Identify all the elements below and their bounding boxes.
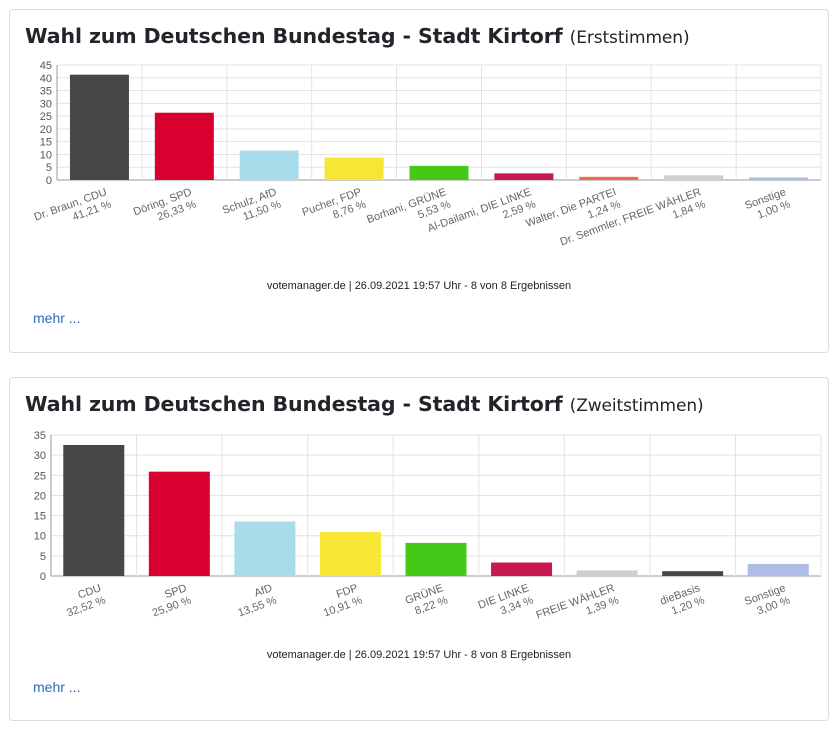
source-footer: votemanager.de | 26.09.2021 19:57 Uhr - … [266, 280, 572, 292]
y-tick-label: 5 [40, 551, 46, 563]
bar[interactable] [747, 563, 809, 576]
y-tick-label: 35 [34, 430, 46, 442]
y-tick-label: 15 [40, 137, 52, 149]
more-link[interactable]: mehr ... [33, 679, 81, 695]
y-tick-label: 45 [40, 60, 52, 72]
bar[interactable] [324, 157, 384, 180]
bar[interactable] [749, 177, 809, 180]
bar[interactable] [576, 570, 638, 576]
y-tick-label: 35 [40, 86, 52, 98]
title-sub: (Zweitstimmen) [569, 396, 704, 416]
bar[interactable] [662, 571, 724, 576]
bar[interactable] [409, 165, 469, 180]
bar[interactable] [148, 471, 210, 576]
title-sub: (Erststimmen) [569, 28, 690, 48]
y-tick-label: 0 [40, 571, 46, 583]
bar[interactable] [234, 521, 296, 576]
y-tick-label: 20 [40, 124, 52, 136]
y-tick-label: 5 [46, 162, 52, 174]
bar[interactable] [494, 173, 554, 180]
y-tick-label: 15 [34, 511, 46, 523]
bar[interactable] [319, 532, 381, 576]
y-tick-label: 30 [34, 450, 46, 462]
y-tick-label: 20 [34, 490, 46, 502]
bar[interactable] [239, 150, 299, 180]
y-tick-label: 25 [34, 470, 46, 482]
y-tick-label: 10 [34, 531, 46, 543]
results-card-zweitstimmen: Wahl zum Deutschen Bundestag - Stadt Kir… [9, 377, 829, 721]
bar[interactable] [154, 112, 214, 180]
y-tick-label: 10 [40, 149, 52, 161]
title-main: Wahl zum Deutschen Bundestag - Stadt Kir… [25, 24, 563, 48]
results-card-erststimmen: Wahl zum Deutschen Bundestag - Stadt Kir… [9, 9, 829, 353]
card-title: Wahl zum Deutschen Bundestag - Stadt Kir… [25, 24, 690, 48]
bar[interactable] [579, 176, 639, 180]
y-tick-label: 30 [40, 98, 52, 110]
y-tick-label: 0 [46, 175, 52, 187]
bar[interactable] [664, 175, 724, 180]
card-title: Wahl zum Deutschen Bundestag - Stadt Kir… [25, 392, 704, 416]
y-tick-label: 25 [40, 111, 52, 123]
category-label: AfD [253, 582, 274, 600]
bar[interactable] [491, 562, 553, 576]
bar[interactable] [405, 542, 467, 576]
y-tick-label: 40 [40, 73, 52, 85]
bar[interactable] [69, 74, 129, 180]
source-footer: votemanager.de | 26.09.2021 19:57 Uhr - … [266, 649, 572, 661]
bar[interactable] [63, 444, 125, 576]
more-link[interactable]: mehr ... [33, 310, 81, 326]
title-main: Wahl zum Deutschen Bundestag - Stadt Kir… [25, 392, 563, 416]
